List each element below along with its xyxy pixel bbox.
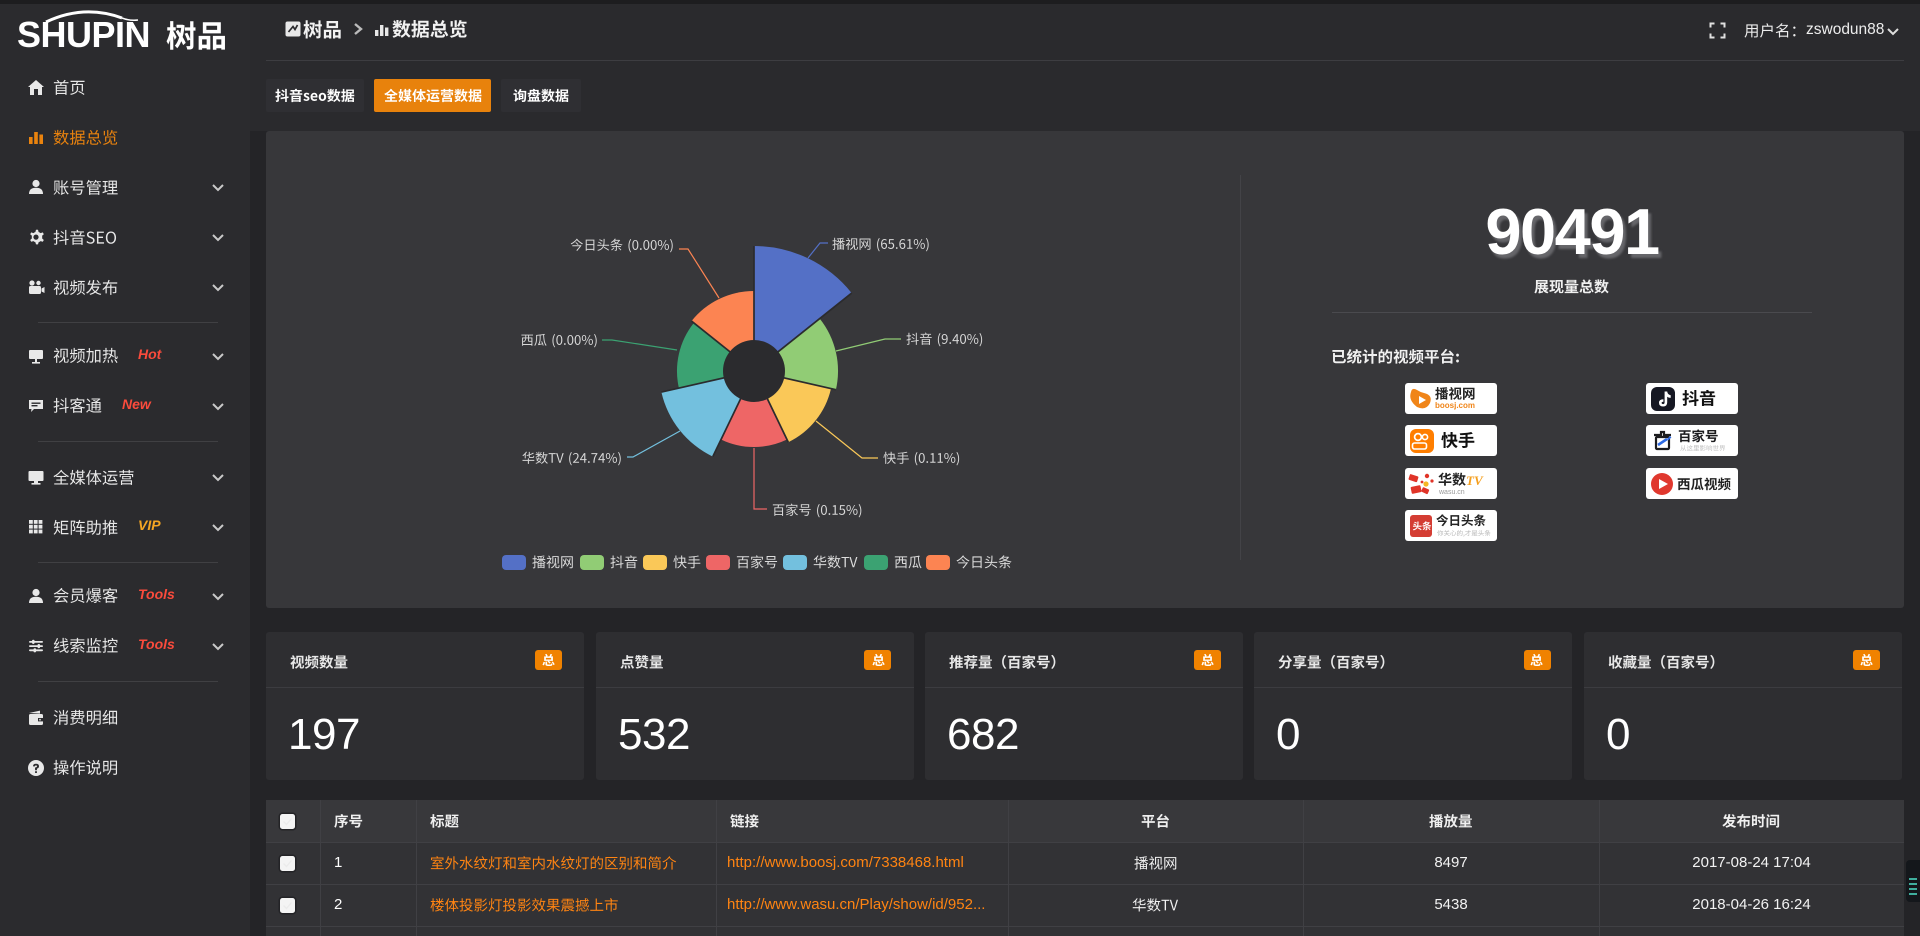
svg-text:boosj.com: boosj.com: [1435, 401, 1475, 410]
svg-text:SHUPIN: SHUPIN: [17, 14, 150, 55]
svg-text:TV: TV: [1466, 473, 1484, 488]
svg-text:wasu.cn: wasu.cn: [1438, 489, 1465, 496]
